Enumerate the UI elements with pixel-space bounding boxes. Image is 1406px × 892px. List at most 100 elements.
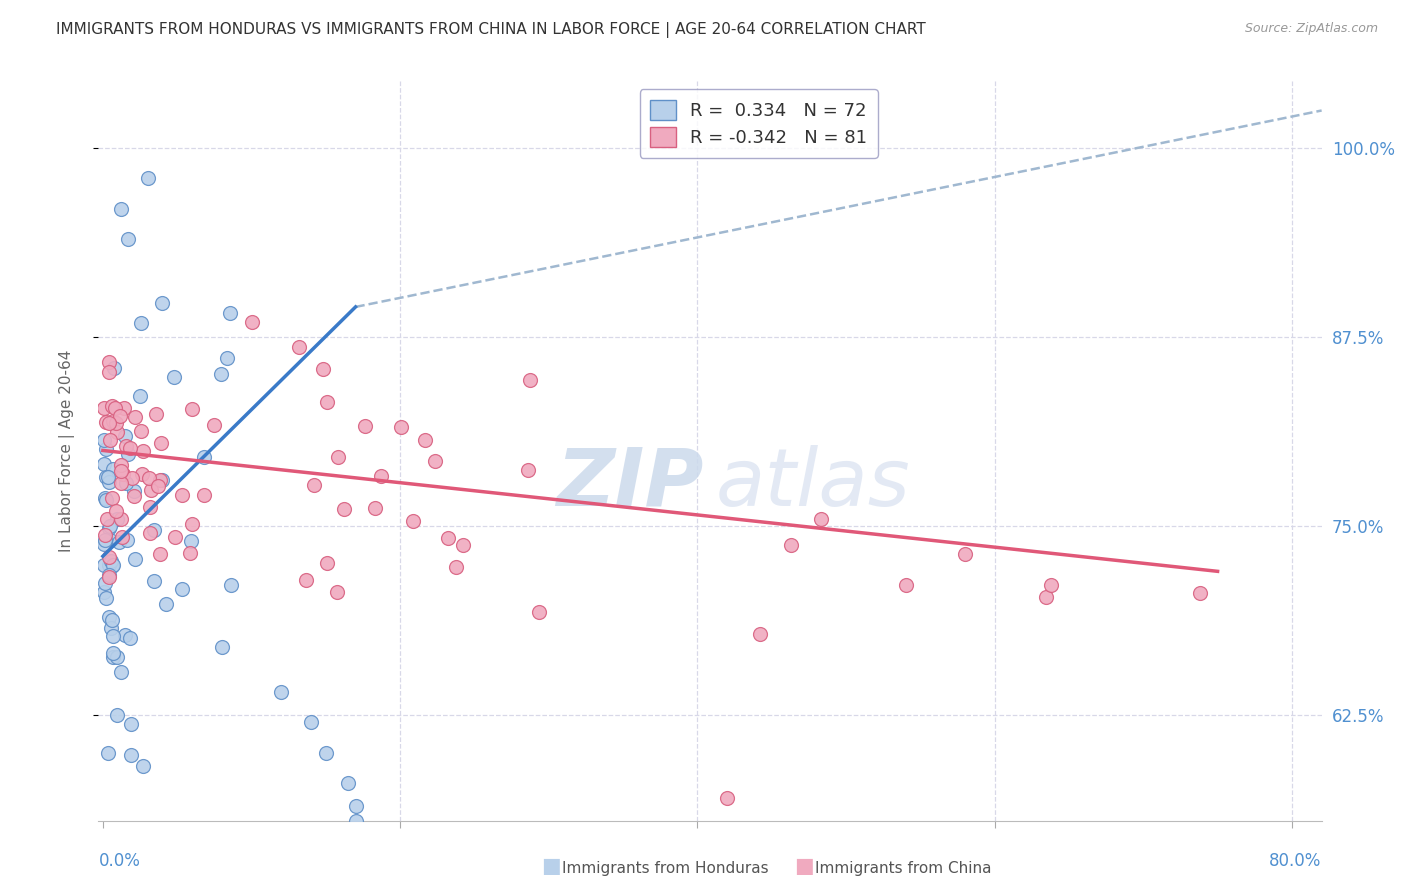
- Point: [240, 315, 263, 329]
- Point: [209, 367, 232, 381]
- Point: [114, 429, 136, 443]
- Point: [132, 444, 155, 458]
- Point: [142, 523, 165, 537]
- Y-axis label: In Labor Force | Age 20-64: In Labor Force | Age 20-64: [59, 350, 75, 551]
- Point: [896, 578, 918, 592]
- Point: [519, 373, 541, 387]
- Point: [97, 354, 120, 368]
- Point: [437, 531, 460, 545]
- Point: [716, 791, 738, 805]
- Point: [780, 538, 803, 552]
- Point: [110, 512, 132, 526]
- Point: [105, 417, 128, 431]
- Point: [93, 491, 115, 505]
- Point: [120, 717, 142, 731]
- Text: ■: ■: [794, 856, 814, 876]
- Point: [100, 613, 122, 627]
- Point: [122, 489, 145, 503]
- Point: [105, 512, 128, 526]
- Point: [110, 475, 132, 490]
- Point: [344, 814, 367, 828]
- Point: [110, 202, 132, 216]
- Point: [364, 500, 387, 515]
- Point: [100, 554, 122, 568]
- Point: [124, 410, 146, 425]
- Point: [217, 351, 239, 365]
- Point: [110, 464, 132, 478]
- Point: [93, 527, 115, 541]
- Point: [451, 538, 474, 552]
- Point: [103, 558, 125, 572]
- Point: [181, 401, 204, 416]
- Point: [295, 573, 318, 587]
- Point: [131, 316, 153, 330]
- Point: [101, 414, 124, 428]
- Point: [93, 433, 115, 447]
- Text: IMMIGRANTS FROM HONDURAS VS IMMIGRANTS FROM CHINA IN LABOR FORCE | AGE 20-64 COR: IMMIGRANTS FROM HONDURAS VS IMMIGRANTS F…: [56, 22, 927, 38]
- Point: [142, 574, 165, 588]
- Text: atlas: atlas: [716, 445, 911, 523]
- Point: [115, 476, 138, 491]
- Point: [148, 479, 170, 493]
- Point: [93, 401, 115, 416]
- Point: [1189, 586, 1212, 600]
- Point: [100, 622, 122, 636]
- Point: [181, 516, 204, 531]
- Point: [749, 626, 772, 640]
- Point: [131, 467, 153, 481]
- Point: [101, 491, 124, 505]
- Point: [117, 533, 139, 547]
- Text: ZIP: ZIP: [557, 445, 704, 523]
- Point: [117, 446, 139, 460]
- Point: [299, 715, 322, 730]
- Point: [117, 232, 139, 246]
- Point: [219, 578, 242, 592]
- Point: [337, 776, 360, 790]
- Point: [94, 533, 117, 547]
- Text: Source: ZipAtlas.com: Source: ZipAtlas.com: [1244, 22, 1378, 36]
- Point: [93, 457, 115, 471]
- Point: [150, 295, 173, 310]
- Point: [110, 458, 132, 472]
- Point: [98, 417, 121, 431]
- Point: [98, 521, 121, 535]
- Point: [97, 475, 120, 490]
- Point: [270, 685, 292, 699]
- Point: [170, 488, 193, 502]
- Point: [97, 469, 120, 483]
- Point: [97, 549, 120, 564]
- Point: [162, 370, 184, 384]
- Point: [328, 450, 350, 464]
- Point: [139, 500, 162, 514]
- Point: [115, 439, 138, 453]
- Point: [96, 591, 118, 605]
- Point: [103, 646, 125, 660]
- Point: [129, 389, 152, 403]
- Point: [163, 530, 186, 544]
- Point: [211, 640, 233, 654]
- Point: [93, 584, 115, 599]
- Point: [316, 395, 339, 409]
- Point: [149, 547, 172, 561]
- Point: [413, 433, 436, 447]
- Point: [111, 467, 134, 481]
- Point: [333, 502, 356, 516]
- Point: [180, 534, 202, 549]
- Point: [96, 492, 118, 507]
- Point: [193, 450, 215, 465]
- Point: [103, 360, 125, 375]
- Point: [149, 473, 172, 487]
- Point: [312, 361, 335, 376]
- Point: [112, 401, 135, 416]
- Point: [315, 746, 337, 760]
- Text: 80.0%: 80.0%: [1270, 852, 1322, 870]
- Point: [389, 419, 412, 434]
- Point: [136, 171, 159, 186]
- Point: [94, 470, 117, 484]
- Point: [288, 340, 311, 354]
- Point: [94, 442, 117, 457]
- Point: [527, 606, 550, 620]
- Point: [953, 547, 976, 561]
- Point: [110, 665, 132, 679]
- Point: [810, 512, 832, 526]
